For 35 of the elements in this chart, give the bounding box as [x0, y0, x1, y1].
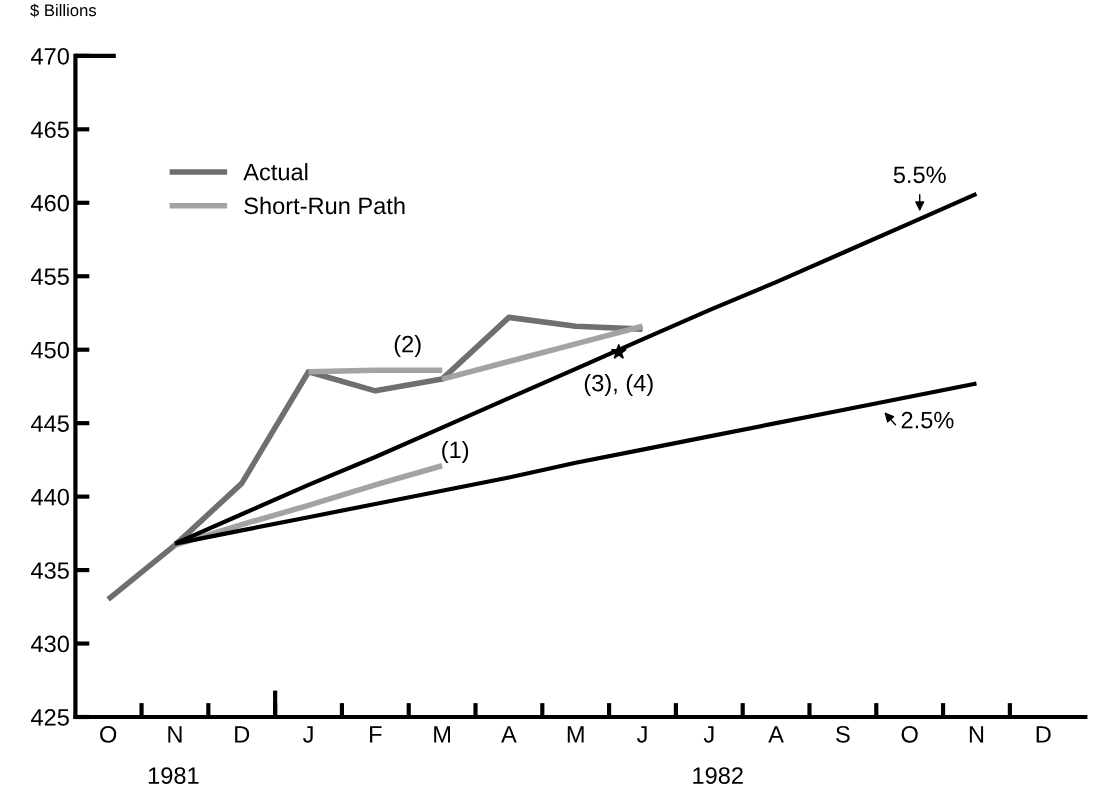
annotation: (1)	[442, 440, 469, 463]
x-tick-label: M	[434, 726, 451, 743]
x-tick-label: D	[235, 726, 250, 743]
y-tick-label: 425	[31, 709, 69, 726]
x-tick-label: O	[901, 725, 918, 743]
y-tick-label: 460	[31, 194, 69, 212]
annotation: 2.5%	[901, 411, 954, 429]
x-tick-label: A	[501, 726, 517, 743]
y-tick-label: 435	[31, 562, 69, 579]
y-tick-label: 445	[31, 415, 69, 432]
legend-label: Actual	[243, 163, 308, 181]
y-tick-label: 430	[31, 635, 69, 653]
y-tick-label: 465	[31, 121, 69, 139]
x-tick-label: J	[303, 726, 313, 743]
x-tick-label: S	[836, 725, 850, 743]
text: 1982	[693, 767, 743, 784]
y-tick-label: 470	[31, 47, 69, 65]
x-tick-label: J	[636, 726, 647, 743]
x-tick-label: N	[168, 726, 182, 743]
y-tick-label: 440	[31, 488, 69, 506]
y-tick-label: 455	[31, 268, 69, 286]
annotation: (3), (4)	[584, 374, 653, 397]
x-tick-label: A	[768, 726, 784, 743]
annotation: 5.5%	[893, 166, 946, 184]
x-tick-label: M	[567, 726, 584, 743]
annotation: (2)	[394, 335, 421, 358]
x-tick-label: D	[1036, 726, 1051, 743]
x-tick-label: N	[969, 726, 984, 743]
x-tick-label: F	[370, 726, 382, 743]
y-axis-title: $ Billions	[30, 3, 97, 18]
legend-label: Short-Run Path	[244, 196, 405, 215]
text: 1981	[148, 767, 199, 784]
x-tick-label: O	[100, 725, 117, 743]
x-tick-label: J	[703, 726, 714, 743]
y-tick-label: 450	[31, 341, 69, 359]
